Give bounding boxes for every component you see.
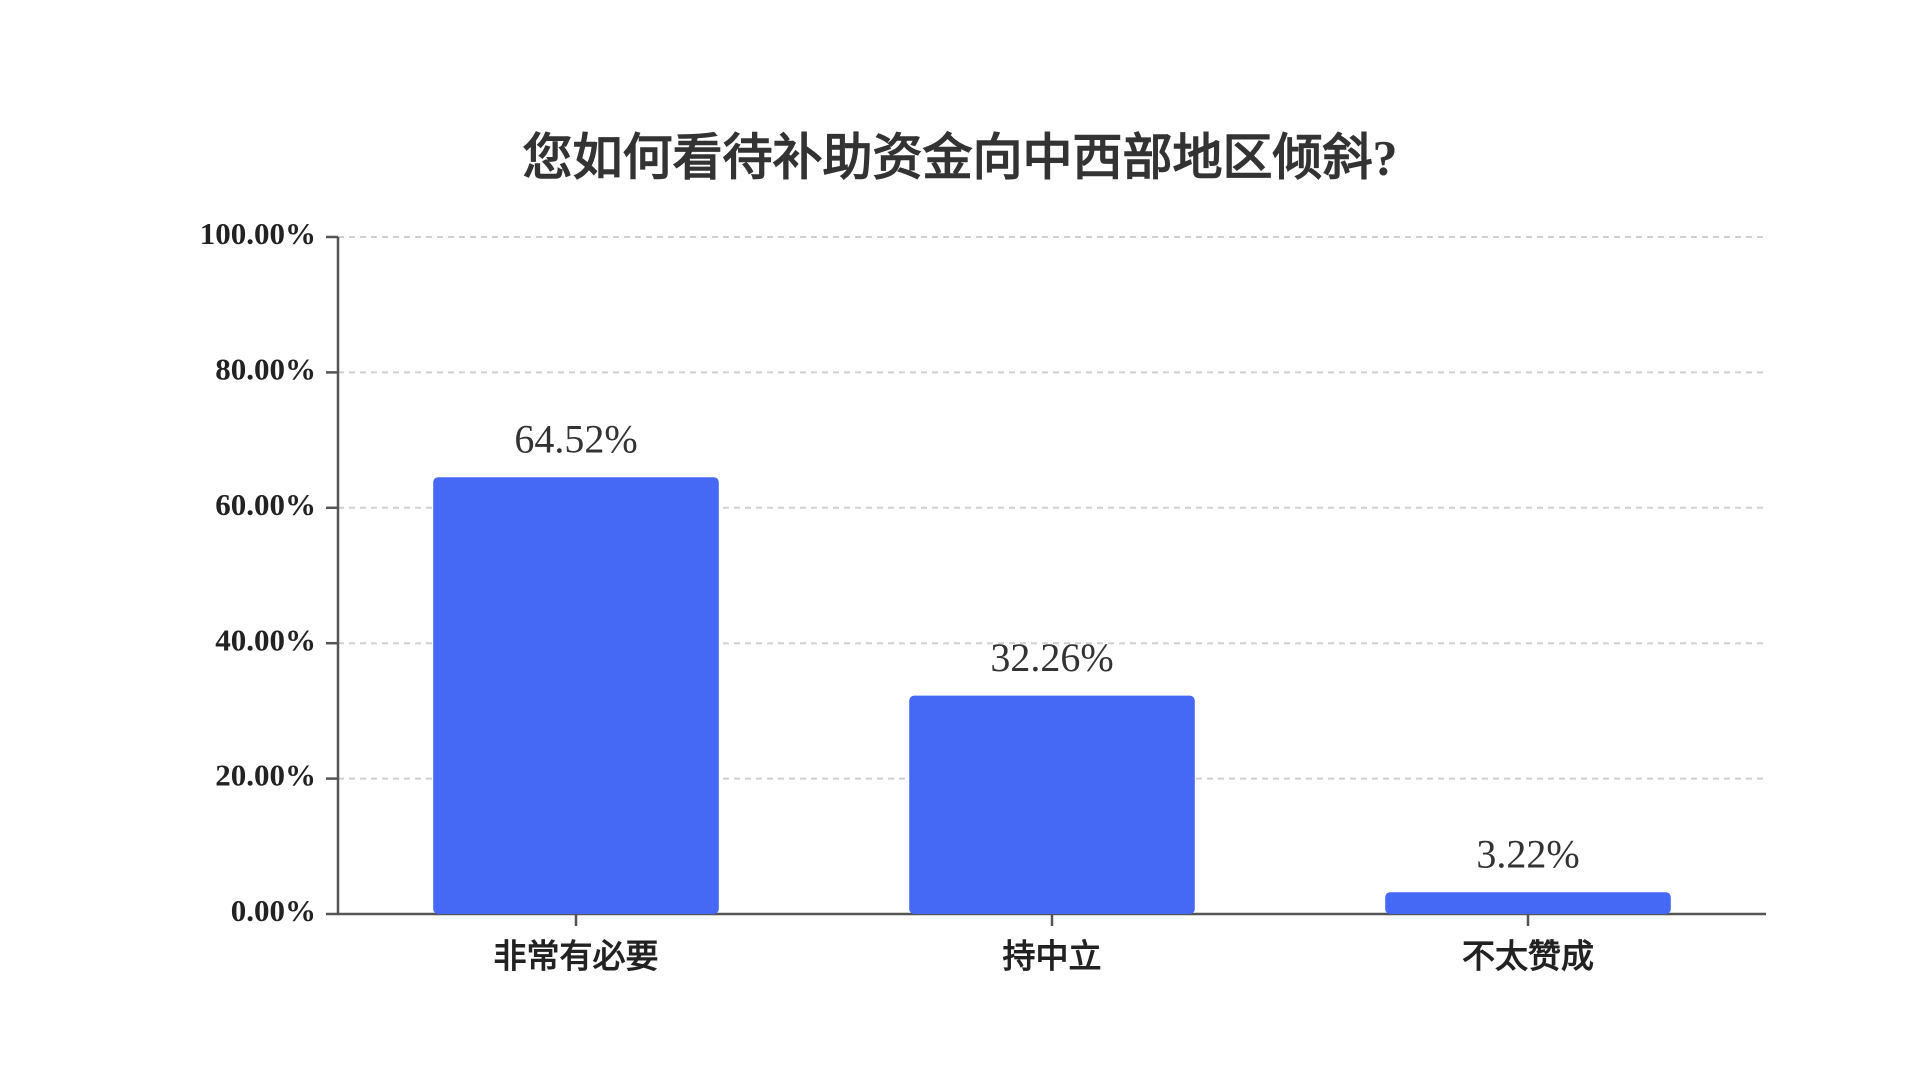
y-tick-label: 80.00%: [215, 352, 316, 387]
value-label: 3.22%: [1476, 831, 1579, 876]
y-tick-label: 60.00%: [215, 487, 316, 522]
y-tick-label: 100.00%: [200, 216, 316, 251]
chart-title: 您如何看待补助资金向中西部地区倾斜?: [523, 129, 1398, 185]
value-label: 64.52%: [514, 416, 637, 461]
bar: [433, 477, 719, 914]
bar: [1385, 892, 1671, 914]
bar: [909, 695, 1195, 914]
y-tick-label: 0.00%: [231, 893, 316, 928]
x-tick-label: 非常有必要: [494, 939, 659, 976]
y-tick-label: 20.00%: [215, 758, 316, 793]
x-tick-label: 不太赞成: [1462, 939, 1594, 976]
x-tick-label: 持中立: [1003, 939, 1102, 976]
value-label: 32.26%: [990, 635, 1113, 680]
y-tick-label: 40.00%: [215, 622, 316, 657]
